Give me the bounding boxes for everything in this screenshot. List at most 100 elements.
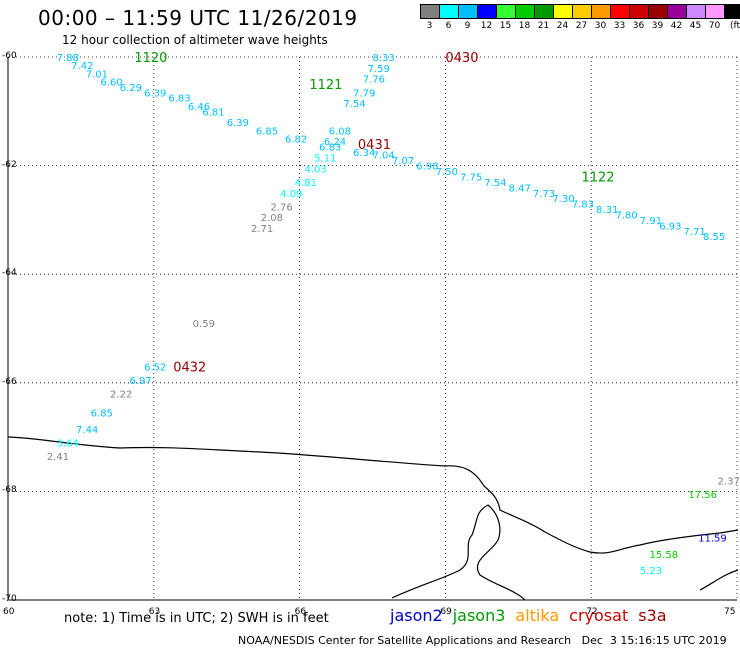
color-swatch-label: 39 (651, 21, 664, 31)
latitude-label: -66 (2, 376, 17, 387)
latitude-label: -62 (2, 159, 17, 170)
color-swatch (705, 4, 724, 19)
wave-height-value: 6.60 (100, 77, 122, 88)
wave-height-value: 15.58 (650, 550, 679, 561)
wave-height-value: 7.73 (533, 189, 555, 200)
wave-height-value: 6.93 (659, 221, 681, 232)
coastline-right (699, 569, 739, 591)
wave-height-value: 7.30 (552, 194, 574, 205)
color-swatch (477, 4, 496, 19)
wave-height-value: 6.39 (144, 88, 166, 99)
color-swatch (591, 4, 610, 19)
color-swatch (515, 4, 534, 19)
wave-height-value: 6.34 (353, 148, 375, 159)
satellite-legend: jason2 jason3 altika cryosat s3a (390, 606, 677, 625)
wave-height-value: 0.59 (193, 319, 215, 330)
wave-height-value: 6.29 (120, 83, 142, 94)
color-swatch-label: 42 (670, 21, 683, 31)
longitude-label: 63 (148, 607, 161, 617)
wave-height-value: 6.83 (319, 143, 341, 154)
satellite-legend-item: altika (515, 606, 560, 625)
wave-height-value: 6.98 (416, 162, 438, 173)
satellite-legend-item: cryosat (569, 606, 629, 625)
wave-height-value: 6.52 (144, 363, 166, 374)
map-title: 00:00 – 11:59 UTC 11/26/2019 (38, 6, 358, 30)
wave-height-value: 2.41 (47, 452, 69, 463)
satellite-legend-item: s3a (638, 606, 667, 625)
wave-height-value: 7.91 (640, 216, 662, 227)
wave-height-value: 6.39 (227, 118, 249, 129)
wave-height-value: 7.79 (353, 88, 375, 99)
wave-height-value: 7.83 (572, 200, 594, 211)
coastline (7, 436, 739, 601)
wave-height-value: 6.83 (168, 94, 190, 105)
wave-height-value: 2.37 (718, 477, 740, 488)
wave-height-value: 4.81 (295, 178, 317, 189)
wave-height-value: 6.97 (130, 376, 152, 387)
wave-height-value: 7.04 (373, 151, 395, 162)
wave-height-value: 7.44 (76, 425, 98, 436)
pass-time-label: 1121 (309, 78, 342, 93)
color-swatch-label: 21 (537, 21, 550, 31)
pass-time-label: 0430 (445, 51, 478, 66)
longitude-label: 75 (724, 607, 736, 617)
color-swatch-label: 36 (632, 21, 645, 31)
longitude-label: 66 (294, 607, 307, 617)
color-swatch (724, 4, 740, 19)
map-gridlines (7, 56, 738, 601)
color-swatch (534, 4, 553, 19)
wave-height-value: 5.23 (640, 566, 662, 577)
wave-height-value: 2.22 (110, 390, 132, 401)
color-swatch-label: 24 (556, 21, 569, 31)
color-swatch-label: 30 (594, 21, 607, 31)
color-swatch-label: 70 (708, 21, 721, 31)
wave-height-value: 6.08 (329, 126, 351, 137)
latitude-label: -60 (2, 51, 17, 61)
wave-height-value: 17.56 (688, 490, 717, 501)
wave-height-value: 8.31 (596, 205, 618, 216)
wave-height-value: 2.71 (251, 224, 273, 235)
color-swatch (686, 4, 705, 19)
color-swatch (420, 4, 439, 19)
longitude-label: 60 (3, 607, 15, 617)
color-swatch (439, 4, 458, 19)
wave-height-value: 7.59 (368, 64, 390, 75)
footer-note: note: 1) Time is in UTC; 2) SWH is in fe… (64, 611, 329, 626)
color-swatch (458, 4, 477, 19)
color-swatch-label: 45 (689, 21, 702, 31)
satellite-legend-item: jason3 (452, 606, 506, 625)
color-swatch-label: 3 (426, 21, 433, 31)
wave-height-value: 8.33 (373, 53, 395, 64)
satellite-legend-item: jason2 (390, 606, 443, 625)
wave-height-value: 7.54 (343, 99, 365, 110)
wave-height-value: 6.46 (188, 102, 210, 113)
color-scale-unit: (ft) (730, 21, 740, 31)
wave-height-value: 7.01 (86, 69, 108, 80)
wave-height-value: 7.42 (71, 61, 93, 72)
wave-height-value: 2.76 (270, 202, 292, 213)
pass-time-label: 0431 (358, 138, 391, 153)
wave-height-value: 6.81 (202, 107, 224, 118)
color-swatch-label: 15 (499, 21, 512, 31)
wave-height-value: 7.71 (684, 227, 706, 238)
wave-height-value: 6.85 (256, 126, 278, 137)
credit-line: NOAA/NESDIS Center for Satellite Applica… (238, 634, 727, 647)
pass-time-label: 0432 (173, 361, 206, 376)
wave-height-value: 11.59 (698, 534, 727, 545)
latitude-label: -64 (2, 268, 17, 279)
color-swatch (572, 4, 591, 19)
wave-height-value: 6.24 (324, 137, 346, 148)
wave-height-value: 7.88 (57, 53, 79, 64)
latitude-label: -70 (2, 594, 17, 604)
color-swatch-label: 18 (518, 21, 531, 31)
longitude-label: 72 (586, 607, 598, 617)
coastline-main (7, 436, 739, 554)
color-swatch (648, 4, 667, 19)
wave-height-value: 6.82 (285, 134, 307, 145)
pass-time-label: 1122 (581, 170, 614, 185)
color-swatch-label: 12 (480, 21, 493, 31)
coastline-inlet (391, 504, 526, 601)
wave-height-value: 7.75 (460, 172, 482, 183)
wave-height-value: 7.80 (616, 210, 638, 221)
